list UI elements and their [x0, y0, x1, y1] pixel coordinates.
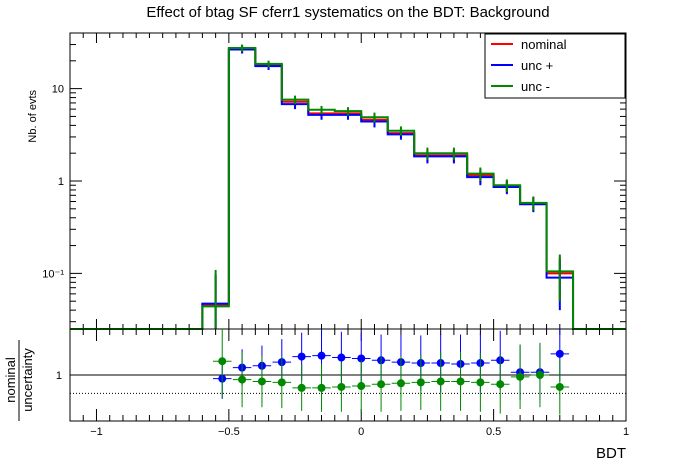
- ratio-point: [456, 377, 465, 386]
- ratio-point: [496, 380, 505, 389]
- ratio-point: [357, 382, 366, 391]
- histogram-unc: [70, 47, 626, 330]
- ratio-point: [535, 371, 544, 379]
- ratio-point: [357, 354, 366, 363]
- y-tick-label: 1: [58, 176, 64, 188]
- legend: nominal unc + unc -: [484, 33, 626, 99]
- ratio-point: [416, 378, 425, 387]
- ratio-point: [297, 352, 306, 361]
- y-tick-label: 10: [52, 84, 64, 96]
- ratio-point: [436, 377, 445, 386]
- upper-plot: 10⁻¹ 1 10: [42, 32, 627, 330]
- ratio-point: [238, 375, 247, 384]
- ratio-point: [277, 378, 286, 387]
- ratio-point: [377, 380, 386, 389]
- legend-label: unc +: [521, 58, 553, 73]
- ratio-point: [257, 377, 266, 386]
- ratio-y-label-denominator: uncertainty: [20, 348, 35, 412]
- ratio-point: [516, 372, 525, 381]
- x-tick-label: 0: [358, 426, 364, 438]
- x-tick-label: −0.5: [218, 426, 240, 438]
- ratio-point: [317, 351, 326, 360]
- upper-y-axis-label: Nb. of evts: [27, 90, 39, 143]
- x-tick-label: 1: [623, 426, 629, 438]
- ratio-point: [555, 382, 564, 391]
- ratio-point: [555, 349, 564, 358]
- chart-title: Effect of btag SF cferr1 systematics on …: [146, 4, 549, 21]
- ratio-point: [317, 383, 326, 392]
- legend-label: unc -: [521, 79, 550, 94]
- ratio-y-label-numerator: nominal: [3, 357, 18, 403]
- ratio-point: [337, 353, 346, 362]
- y-tick-label: 10⁻¹: [42, 268, 64, 280]
- ratio-point: [218, 357, 227, 366]
- ratio-point: [396, 379, 405, 388]
- ratio-y-tick-label: 1: [56, 370, 62, 382]
- ratio-point: [476, 378, 485, 387]
- ratio-point: [337, 382, 346, 391]
- x-tick-label: 0.5: [486, 426, 501, 438]
- x-axis-label: BDT: [596, 445, 626, 462]
- ratio-plot: 1 −1 −0.5 0 0.5 1: [56, 328, 629, 438]
- ratio-point: [297, 383, 306, 392]
- legend-label: nominal: [521, 37, 567, 52]
- x-tick-label: −1: [90, 426, 103, 438]
